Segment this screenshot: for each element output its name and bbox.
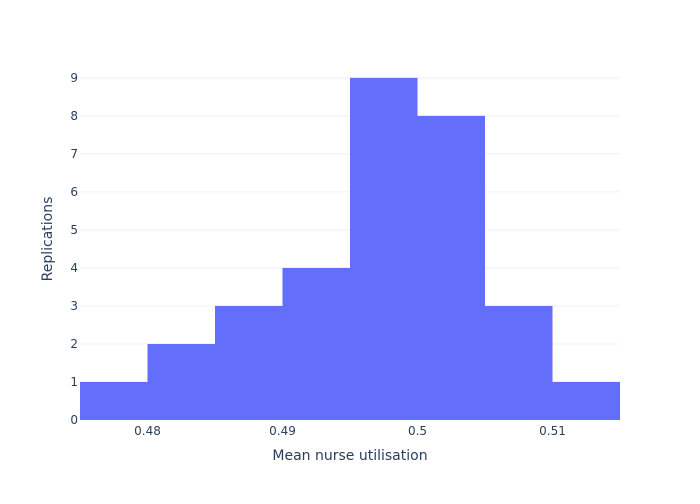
histogram-bar[interactable] bbox=[147, 343, 216, 420]
x-tick-label: 0.5 bbox=[408, 424, 427, 438]
histogram-bar[interactable] bbox=[485, 305, 553, 420]
x-tick-label: 0.49 bbox=[269, 424, 296, 438]
y-tick-label: 2 bbox=[70, 337, 78, 351]
x-tick-label: 0.48 bbox=[134, 424, 161, 438]
y-tick-label: 9 bbox=[70, 71, 78, 85]
histogram-bar[interactable] bbox=[350, 77, 418, 421]
y-tick-label: 0 bbox=[70, 413, 78, 427]
histogram-bar[interactable] bbox=[215, 305, 283, 420]
y-tick-label: 4 bbox=[70, 261, 78, 275]
histogram-bars bbox=[80, 77, 621, 421]
y-tick-label: 1 bbox=[70, 375, 78, 389]
y-axis-title: Replications bbox=[40, 197, 56, 282]
x-axis-ticks: 0.48 0.49 0.5 0.51 bbox=[134, 424, 566, 438]
y-axis-ticks: 0 1 2 3 4 5 6 7 8 9 bbox=[70, 71, 78, 427]
x-tick-label: 0.51 bbox=[539, 424, 566, 438]
y-tick-label: 8 bbox=[70, 109, 78, 123]
histogram-bar[interactable] bbox=[80, 381, 148, 420]
y-tick-label: 7 bbox=[70, 147, 78, 161]
y-tick-label: 3 bbox=[70, 299, 78, 313]
y-tick-label: 5 bbox=[70, 223, 78, 237]
x-axis-title: Mean nurse utilisation bbox=[272, 448, 427, 464]
y-tick-label: 6 bbox=[70, 185, 78, 199]
histogram-bar[interactable] bbox=[417, 115, 486, 421]
histogram-bar[interactable] bbox=[552, 381, 621, 420]
histogram-bar[interactable] bbox=[282, 267, 351, 420]
